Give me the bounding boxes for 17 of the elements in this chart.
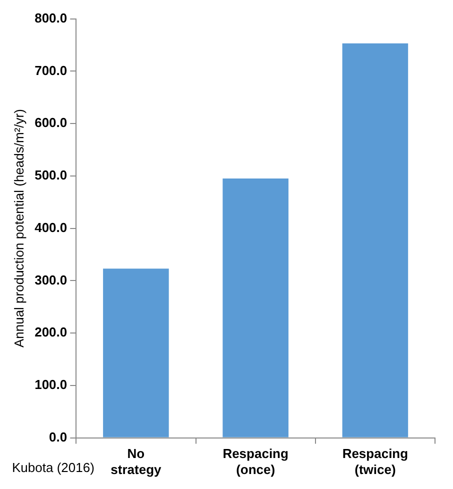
y-tick-label: 600.0 — [34, 115, 68, 130]
text: Kubota (2016) — [12, 460, 94, 476]
y-tick-label: 200.0 — [34, 324, 68, 340]
y-tick-label: 300.0 — [34, 272, 68, 288]
bar — [103, 268, 169, 438]
y-axis-title: Annual production potential (heads/m²/yr) — [11, 109, 26, 348]
bar — [222, 178, 288, 438]
y-tick-label: 700.0 — [34, 62, 68, 78]
x-tick-label: No strategy — [110, 446, 162, 477]
y-tick-label: 400.0 — [34, 220, 68, 235]
x-tick-label: Respacing (once) — [222, 446, 288, 477]
y-tick-label: 100.0 — [34, 377, 68, 392]
y-tick-label: 0.0 — [49, 429, 68, 444]
y-tick-label: 800.0 — [34, 10, 68, 26]
x-tick-label: Respacing (twice) — [342, 446, 408, 477]
bar — [342, 43, 408, 438]
y-tick-label: 500.0 — [34, 168, 68, 183]
